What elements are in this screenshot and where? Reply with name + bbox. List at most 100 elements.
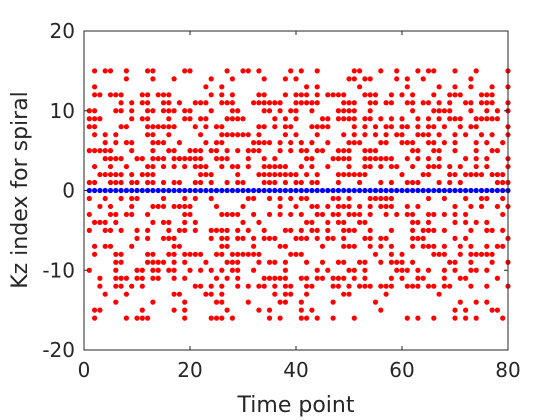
- red-point: [198, 283, 204, 289]
- red-point: [288, 195, 294, 202]
- red-point: [92, 307, 98, 313]
- red-point: [245, 68, 251, 74]
- red-point: [457, 243, 463, 249]
- red-point: [272, 171, 278, 178]
- red-point: [346, 163, 352, 170]
- red-point: [224, 116, 230, 122]
- red-point: [404, 76, 410, 82]
- red-point: [457, 124, 463, 130]
- red-point: [134, 275, 140, 281]
- red-point: [304, 148, 310, 154]
- red-point: [277, 140, 283, 146]
- red-point: [304, 195, 310, 202]
- red-point: [362, 76, 368, 82]
- red-point: [463, 156, 469, 162]
- red-point: [182, 251, 188, 257]
- red-point: [341, 235, 347, 241]
- red-point: [457, 163, 463, 170]
- red-point: [447, 116, 453, 122]
- red-point: [129, 243, 135, 249]
- red-point: [203, 124, 209, 130]
- red-point: [182, 259, 188, 265]
- red-point: [155, 267, 161, 273]
- red-point: [118, 227, 124, 233]
- red-point: [219, 251, 225, 257]
- red-point: [388, 283, 394, 289]
- red-point: [261, 100, 267, 106]
- red-point: [171, 259, 177, 265]
- red-point: [436, 116, 442, 122]
- red-point: [351, 68, 357, 74]
- red-point: [415, 235, 421, 241]
- red-point: [160, 100, 167, 106]
- red-point: [123, 211, 129, 218]
- red-point: [362, 275, 368, 281]
- red-point: [484, 108, 490, 114]
- red-point: [484, 156, 490, 162]
- red-point: [351, 243, 357, 249]
- red-point: [208, 291, 214, 297]
- blue-point: [166, 187, 172, 194]
- blue-point: [145, 187, 151, 194]
- red-point: [229, 267, 235, 273]
- red-point: [118, 259, 124, 265]
- red-point: [452, 84, 458, 90]
- red-point: [330, 156, 336, 162]
- red-point: [176, 156, 182, 162]
- red-point: [266, 315, 273, 321]
- blue-point: [182, 187, 188, 194]
- red-point: [198, 179, 204, 186]
- red-point: [463, 275, 469, 281]
- red-point: [176, 100, 182, 106]
- red-point: [319, 243, 326, 249]
- red-point: [388, 203, 394, 210]
- red-point: [213, 299, 220, 305]
- red-point: [335, 171, 341, 178]
- red-point: [494, 307, 500, 313]
- red-point: [341, 243, 347, 249]
- red-point: [362, 267, 368, 273]
- red-point: [198, 267, 204, 273]
- red-point: [139, 171, 145, 178]
- red-point: [192, 156, 198, 162]
- red-point: [298, 227, 304, 233]
- red-point: [277, 108, 283, 114]
- blue-point: [298, 187, 304, 194]
- red-point: [107, 211, 114, 218]
- red-point: [431, 283, 437, 289]
- red-point: [266, 108, 273, 114]
- red-point: [293, 92, 299, 98]
- red-point: [447, 171, 453, 178]
- red-point: [219, 267, 225, 273]
- red-point: [415, 203, 421, 210]
- red-point: [113, 140, 119, 146]
- red-point: [219, 140, 225, 146]
- red-point: [198, 116, 204, 122]
- red-point: [357, 211, 363, 218]
- red-point: [288, 148, 294, 154]
- blue-point: [198, 187, 204, 194]
- red-point: [251, 140, 257, 146]
- red-point: [298, 235, 304, 241]
- red-point: [478, 92, 485, 98]
- red-point: [357, 84, 363, 90]
- red-point: [176, 227, 182, 233]
- red-point: [378, 283, 384, 289]
- red-point: [388, 243, 394, 249]
- red-point: [102, 195, 108, 202]
- red-point: [219, 156, 225, 162]
- red-point: [282, 243, 288, 249]
- red-point: [235, 108, 241, 114]
- red-point: [198, 100, 204, 106]
- red-point: [282, 76, 288, 82]
- red-point: [261, 124, 267, 130]
- red-point: [351, 211, 357, 218]
- red-point: [245, 283, 251, 289]
- red-point: [277, 211, 283, 218]
- red-point: [362, 171, 368, 178]
- red-point: [463, 219, 469, 225]
- red-point: [304, 283, 310, 289]
- red-point: [383, 291, 389, 297]
- red-point: [367, 243, 373, 249]
- red-point: [372, 156, 379, 162]
